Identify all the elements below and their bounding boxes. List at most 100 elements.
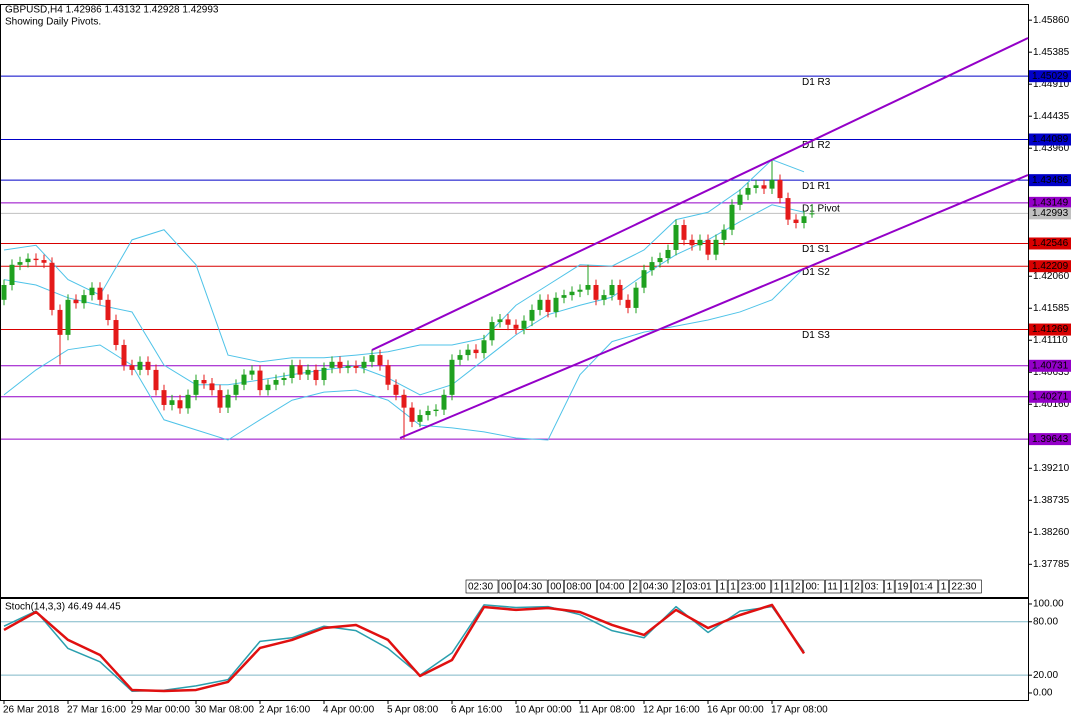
time-label: 02:30 xyxy=(468,582,493,593)
level-label-bg xyxy=(1029,433,1071,446)
candle-body xyxy=(481,340,487,354)
level-label: 1.44089 xyxy=(1032,134,1069,145)
candle-body xyxy=(657,258,663,263)
x-tick-label: 16 Apr 00:00 xyxy=(707,705,764,716)
level-name: D1 S3 xyxy=(802,330,830,341)
candle-body xyxy=(273,380,279,385)
candle-body xyxy=(601,295,607,300)
candle-body xyxy=(289,365,295,378)
y-tick-label: 1.44910 xyxy=(1033,79,1070,90)
candle-body xyxy=(121,344,127,366)
time-label-box xyxy=(673,579,684,594)
candle-body xyxy=(161,390,167,405)
candle-body xyxy=(225,394,231,408)
time-label: 00 xyxy=(501,582,513,593)
chart-title: GBPUSD,H4 1.42986 1.43132 1.42928 1.4299… xyxy=(5,5,219,16)
channel-upper xyxy=(371,37,1029,351)
candle-body xyxy=(57,309,63,335)
candle-body xyxy=(681,225,687,240)
candle-body xyxy=(41,260,47,263)
candle-body xyxy=(641,270,647,288)
candle-body xyxy=(737,194,743,205)
level-label-bg xyxy=(1029,237,1071,250)
x-tick-label: 27 Mar 16:00 xyxy=(67,705,126,716)
candle-body xyxy=(713,239,719,255)
candle-body xyxy=(129,365,135,370)
level-label: 1.40271 xyxy=(1032,391,1069,402)
time-label-box xyxy=(684,579,717,594)
candle-body xyxy=(593,285,599,300)
time-label: 22:30 xyxy=(951,582,976,593)
y-tick-label: 1.37785 xyxy=(1033,559,1070,570)
time-label-box xyxy=(717,579,728,594)
time-label: 00 xyxy=(550,582,562,593)
indicator-line xyxy=(3,604,805,692)
candle-body xyxy=(353,365,359,368)
candle-body xyxy=(201,380,207,384)
time-label-box xyxy=(884,579,895,594)
x-tick-label: 30 Mar 08:00 xyxy=(195,705,254,716)
time-label: 1 xyxy=(844,582,850,593)
x-tick-label: 12 Apr 16:00 xyxy=(643,705,700,716)
x-tick-label: 17 Apr 08:00 xyxy=(771,705,828,716)
x-tick-label: 26 Mar 2018 xyxy=(3,705,60,716)
candle-body xyxy=(625,299,631,308)
candle-body xyxy=(113,320,119,345)
time-label: 00: xyxy=(806,582,820,593)
time-label: 2 xyxy=(854,582,860,593)
time-label: 2 xyxy=(676,582,682,593)
indicator-line xyxy=(3,603,806,693)
candle-body xyxy=(65,299,71,335)
level-label-bg xyxy=(1029,70,1071,83)
band-line xyxy=(3,204,805,396)
candle-body xyxy=(529,309,535,321)
candle-body xyxy=(537,299,543,310)
time-label: 03:01 xyxy=(687,582,712,593)
candle-body xyxy=(473,349,479,354)
candle-body xyxy=(561,295,567,298)
level-label: 1.39643 xyxy=(1032,434,1069,445)
time-label: 23:00 xyxy=(741,582,766,593)
candle-body xyxy=(633,287,639,308)
candle-body xyxy=(545,299,551,312)
y-tick-label: 1.38735 xyxy=(1033,495,1070,506)
time-label: 1 xyxy=(720,582,726,593)
indicator-tick-label: 0.00 xyxy=(1033,688,1053,699)
time-label-box xyxy=(738,579,772,594)
time-label: 11 xyxy=(827,582,838,593)
candle-body xyxy=(801,216,807,224)
candle-body xyxy=(217,390,223,408)
level-label: 1.42209 xyxy=(1032,261,1069,272)
candle-body xyxy=(1,285,7,300)
time-label-box xyxy=(825,579,841,594)
candle-body xyxy=(257,370,263,391)
candle-body xyxy=(609,285,615,296)
x-tick-label: 4 Apr 00:00 xyxy=(323,705,375,716)
level-label-bg xyxy=(1029,390,1071,403)
time-label-box xyxy=(514,579,548,594)
time-label-box xyxy=(803,579,825,594)
current-price-label: 1.42993 xyxy=(1032,208,1069,219)
candle-body xyxy=(697,239,703,246)
candle-body xyxy=(705,239,711,255)
candle-body xyxy=(425,411,431,416)
x-tick-label: 10 Apr 00:00 xyxy=(515,705,572,716)
candle-body xyxy=(449,359,455,395)
candle-body xyxy=(153,369,159,391)
time-label-box xyxy=(862,579,884,594)
indicator-title: Stoch(14,3,3) 46.49 44.45 xyxy=(5,602,121,613)
x-tick-label: 29 Mar 00:00 xyxy=(131,705,190,716)
candle-body xyxy=(137,361,143,370)
candle-body xyxy=(521,320,527,329)
candle-body xyxy=(553,297,559,312)
time-label-box xyxy=(498,579,515,594)
chart-subtitle: Showing Daily Pivots. xyxy=(5,17,101,28)
candle-body xyxy=(497,319,503,323)
time-label-box xyxy=(564,579,597,594)
candle-body xyxy=(337,361,343,368)
candle-body xyxy=(17,262,23,265)
level-label: 1.42546 xyxy=(1032,238,1069,249)
candle-body xyxy=(721,229,727,240)
time-label: 08:00 xyxy=(566,582,591,593)
time-label-box xyxy=(727,579,739,594)
